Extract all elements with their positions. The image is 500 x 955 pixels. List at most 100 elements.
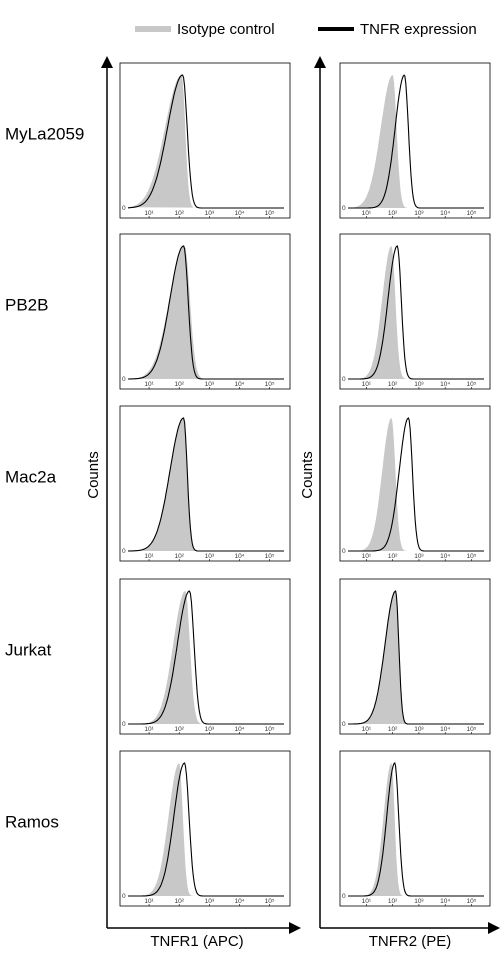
x-tick-label: 10⁴ [234,726,244,733]
panel [119,62,291,219]
x-tick-label: 10³ [414,210,424,217]
x-tick-label: 10¹ [362,898,372,905]
isotype-histogram [128,763,284,896]
x-tick-label: 10⁵ [265,726,275,733]
isotype-histogram [348,591,484,724]
panel [339,405,491,562]
legend-label: TNFR expression [360,21,477,38]
isotype-histogram [128,418,284,551]
legend-swatch [135,26,171,32]
expression-histogram [348,74,484,209]
x-tick-label: 10¹ [362,726,372,733]
expression-histogram [128,762,284,897]
panel [119,578,291,735]
panel [339,233,491,390]
x-tick-label: 10¹ [144,898,154,905]
x-tick-label: 10³ [205,898,215,905]
x-tick-label: 10² [175,726,185,733]
x-tick-label: 10³ [205,553,215,560]
y-tick-label: 0 [122,548,126,555]
y-axis-label: Counts [85,451,102,499]
x-tick-label: 10⁵ [265,553,275,560]
x-tick-label: 10³ [205,381,215,388]
panel [339,578,491,735]
x-tick-label: 10¹ [144,381,154,388]
x-tick-label: 10² [388,726,398,733]
x-tick-label: 10³ [414,381,424,388]
isotype-histogram [128,246,284,379]
x-tick-label: 10² [175,210,185,217]
x-tick-label: 10⁵ [265,210,275,217]
row-label: Mac2a [5,467,57,486]
x-tick-label: 10⁵ [466,553,476,560]
x-tick-label: 10¹ [362,381,372,388]
y-tick-label: 0 [122,376,126,383]
panel [119,233,291,390]
legend-swatch [318,27,354,31]
panel [119,405,291,562]
row-label: Ramos [5,812,59,831]
isotype-histogram [128,591,284,724]
expression-histogram [128,245,284,380]
x-tick-label: 10⁴ [234,553,244,560]
x-tick-label: 10⁵ [466,210,476,217]
x-tick-label: 10² [388,381,398,388]
y-tick-label: 0 [122,893,126,900]
y-tick-label: 0 [342,376,346,383]
x-tick-label: 10² [388,553,398,560]
x-tick-label: 10³ [205,726,215,733]
x-tick-label: 10⁵ [466,898,476,905]
row-label: Jurkat [5,640,52,659]
x-tick-label: 10⁴ [234,210,244,217]
x-tick-label: 10³ [414,553,424,560]
x-tick-label: 10¹ [362,553,372,560]
y-tick-label: 0 [342,548,346,555]
expression-histogram [128,417,284,552]
panel [339,750,491,907]
expression-histogram [128,590,284,725]
x-tick-label: 10³ [414,898,424,905]
expression-histogram [348,245,484,380]
isotype-histogram [348,246,484,379]
x-tick-label: 10⁵ [265,898,275,905]
x-tick-label: 10² [388,210,398,217]
row-label: MyLa2059 [5,124,84,143]
y-tick-label: 0 [122,721,126,728]
expression-histogram [348,590,484,725]
legend-label: Isotype control [177,21,275,38]
panel [119,750,291,907]
y-tick-label: 0 [342,893,346,900]
expression-histogram [128,74,284,209]
x-tick-label: 10³ [414,726,424,733]
x-tick-label: 10⁴ [234,381,244,388]
isotype-histogram [348,75,484,208]
x-tick-label: 10⁵ [466,726,476,733]
x-tick-label: 10⁵ [265,381,275,388]
isotype-histogram [348,763,484,896]
expression-histogram [348,417,484,552]
x-tick-label: 10⁴ [440,210,450,217]
x-tick-label: 10⁴ [440,726,450,733]
y-axis-label: Counts [299,451,316,499]
y-tick-label: 0 [122,205,126,212]
x-axis-label: TNFR1 (APC) [150,933,243,950]
x-tick-label: 10¹ [144,553,154,560]
x-tick-label: 10¹ [144,726,154,733]
x-tick-label: 10⁵ [466,381,476,388]
x-tick-label: 10² [388,898,398,905]
x-tick-label: 10⁴ [234,898,244,905]
x-tick-label: 10¹ [144,210,154,217]
x-tick-label: 10⁴ [440,381,450,388]
x-tick-label: 10² [175,898,185,905]
y-tick-label: 0 [342,205,346,212]
x-tick-label: 10³ [205,210,215,217]
row-label: PB2B [5,295,48,314]
x-tick-label: 10² [175,381,185,388]
isotype-histogram [348,418,484,551]
x-tick-label: 10² [175,553,185,560]
y-tick-label: 0 [342,721,346,728]
expression-histogram [348,762,484,897]
x-tick-label: 10⁴ [440,898,450,905]
panel [339,62,491,219]
